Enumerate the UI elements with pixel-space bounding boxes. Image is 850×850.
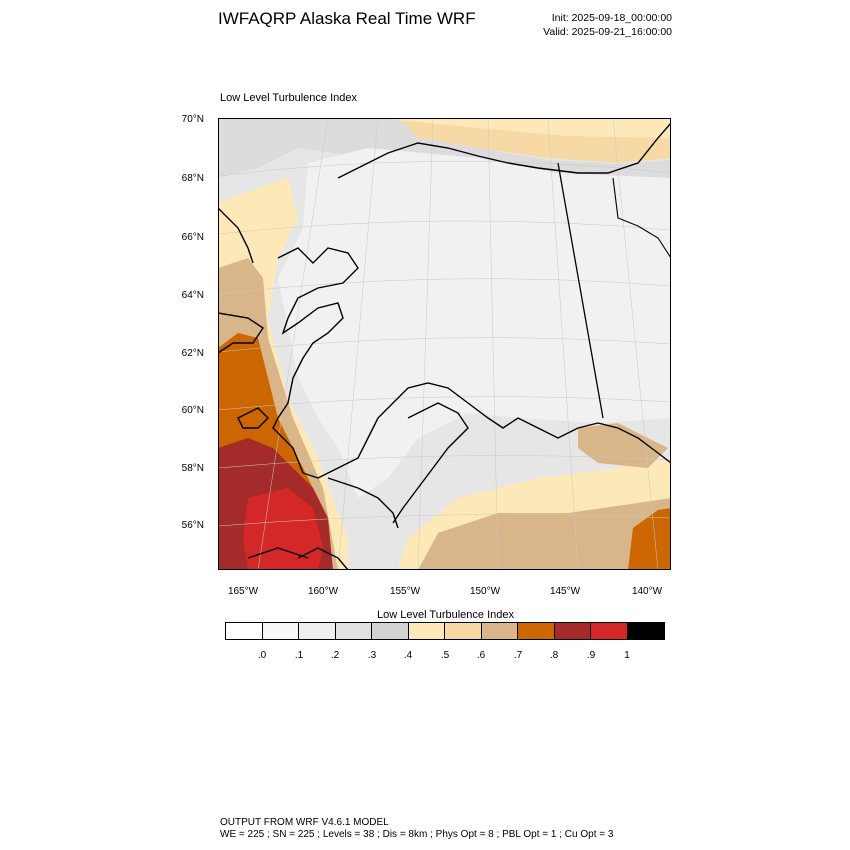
colorbar-label: .4 (403, 650, 413, 661)
colorbar-label: .2 (330, 650, 340, 661)
lon-label-145w: 145°W (549, 586, 581, 597)
lon-label-160w: 160°W (307, 586, 339, 597)
colorbar-cell (408, 623, 445, 639)
colorbar-cell (591, 623, 628, 639)
coastlines (218, 122, 671, 570)
valid-time: Valid: 2025-09-21_16:00:00 (543, 26, 672, 38)
colorbar-label: .0 (257, 650, 267, 661)
chart-title: IWFAQRP Alaska Real Time WRF (218, 9, 476, 28)
colorbar-label: 1 (624, 650, 630, 661)
footer-settings: WE = 225 ; SN = 225 ; Levels = 38 ; Dis … (220, 829, 614, 840)
colorbar-cell (627, 623, 664, 639)
field-red (243, 488, 323, 570)
lat-label-70: 70°N (181, 114, 204, 125)
lat-label-64: 64°N (181, 290, 204, 301)
lon-label-150w: 150°W (469, 586, 501, 597)
field-land (278, 148, 671, 498)
colorbar (225, 622, 665, 640)
colorbar-cell (335, 623, 372, 639)
colorbar-cell (372, 623, 409, 639)
colorbar-label: .6 (476, 650, 486, 661)
plot-subtitle: Low Level Turbulence Index (220, 92, 357, 104)
lat-label-60: 60°N (181, 405, 204, 416)
colorbar-label: .9 (586, 650, 596, 661)
colorbar-label: .3 (367, 650, 377, 661)
graticule (218, 118, 671, 570)
colorbar-title: Low Level Turbulence Index (377, 609, 514, 621)
lat-label-62: 62°N (181, 348, 204, 359)
lon-label-165w: 165°W (227, 586, 259, 597)
turbulence-map (218, 118, 671, 570)
colorbar-cell (481, 623, 518, 639)
country-border (557, 162, 604, 419)
colorbar-cell (554, 623, 591, 639)
colorbar-cell (299, 623, 336, 639)
colorbar-label: .1 (294, 650, 304, 661)
lon-label-155w: 155°W (389, 586, 421, 597)
field-gulf-orange (628, 508, 671, 570)
colorbar-cell (226, 623, 263, 639)
colorbar-cell (445, 623, 482, 639)
colorbar-cell (262, 623, 299, 639)
colorbar-cell (518, 623, 555, 639)
lat-label-58: 58°N (181, 463, 204, 474)
lat-label-56: 56°N (181, 520, 204, 531)
lon-label-140w: 140°W (631, 586, 663, 597)
field-se-tan (578, 423, 668, 468)
colorbar-label: .7 (513, 650, 523, 661)
yukon-border (612, 177, 671, 259)
colorbar-label: .8 (549, 650, 559, 661)
lat-label-66: 66°N (181, 232, 204, 243)
init-time: Init: 2025-09-18_00:00:00 (551, 12, 672, 24)
footer-model: OUTPUT FROM WRF V4.6.1 MODEL (220, 817, 389, 828)
colorbar-label: .5 (440, 650, 450, 661)
field-arctic-light (378, 118, 671, 138)
lat-label-68: 68°N (181, 173, 204, 184)
